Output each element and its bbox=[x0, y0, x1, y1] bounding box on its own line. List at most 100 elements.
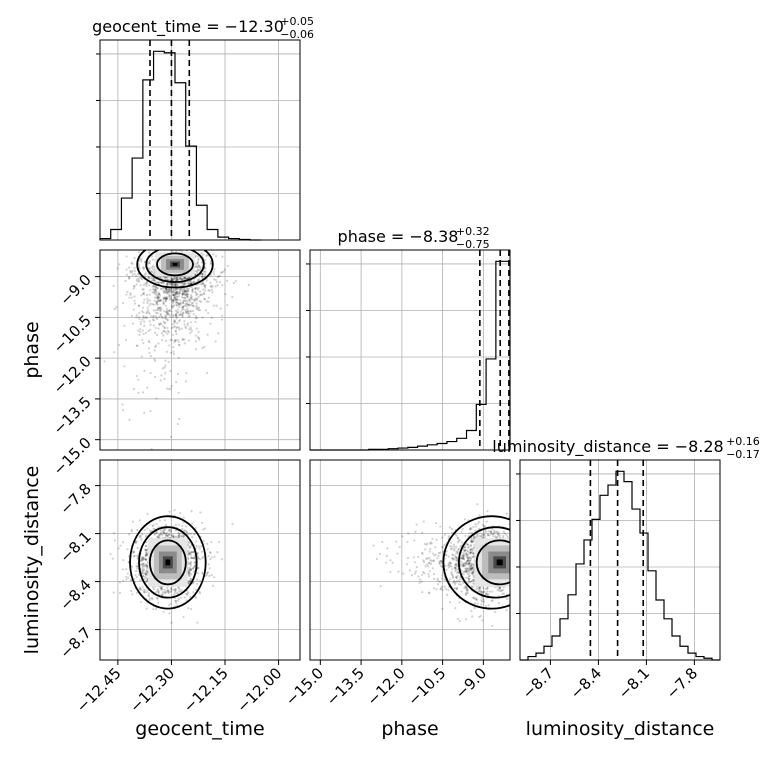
sample-point bbox=[441, 545, 444, 549]
sample-point bbox=[168, 282, 172, 285]
sample-point bbox=[142, 563, 145, 566]
sample-point bbox=[151, 285, 154, 288]
sample-point bbox=[178, 313, 181, 317]
sample-point bbox=[202, 555, 205, 559]
sample-point bbox=[481, 533, 484, 536]
sample-point bbox=[146, 564, 149, 568]
sample-point bbox=[125, 268, 128, 271]
sample-point bbox=[449, 547, 453, 551]
sample-point bbox=[180, 535, 183, 538]
sample-point bbox=[514, 560, 516, 562]
sample-point bbox=[196, 336, 199, 339]
sample-point bbox=[496, 588, 499, 592]
sample-point bbox=[168, 278, 171, 281]
sample-point bbox=[203, 527, 207, 530]
sample-point bbox=[166, 282, 169, 285]
sample-point bbox=[149, 409, 152, 413]
sample-point bbox=[140, 564, 143, 567]
sample-point bbox=[188, 547, 191, 550]
sample-point bbox=[420, 573, 424, 577]
sample-point bbox=[465, 553, 468, 556]
sample-point bbox=[452, 553, 455, 557]
sample-point bbox=[170, 304, 173, 307]
sample-point bbox=[145, 293, 149, 297]
sample-point bbox=[175, 278, 178, 281]
sample-point bbox=[202, 540, 205, 543]
sample-point bbox=[153, 532, 156, 535]
sample-point bbox=[479, 588, 482, 591]
sample-point bbox=[469, 558, 473, 561]
sample-point bbox=[460, 557, 463, 560]
sample-point bbox=[152, 277, 155, 280]
sample-point bbox=[167, 288, 171, 291]
sample-point bbox=[160, 315, 163, 318]
sample-point bbox=[482, 598, 485, 601]
sample-point bbox=[186, 293, 189, 296]
sample-point bbox=[190, 295, 193, 298]
sample-point bbox=[159, 287, 163, 290]
sample-point bbox=[469, 569, 472, 572]
sample-point bbox=[165, 297, 168, 300]
sample-point bbox=[185, 525, 188, 528]
sample-point bbox=[478, 586, 481, 589]
sample-point bbox=[196, 582, 199, 585]
sample-point bbox=[174, 599, 177, 603]
sample-point bbox=[481, 535, 484, 538]
sample-point bbox=[396, 552, 399, 555]
sample-point bbox=[474, 597, 477, 600]
sample-point bbox=[142, 266, 146, 269]
sample-point bbox=[115, 306, 118, 309]
sample-point bbox=[194, 315, 197, 318]
sample-point bbox=[234, 280, 237, 283]
sample-point bbox=[190, 302, 194, 305]
sample-point bbox=[166, 329, 170, 333]
sample-point bbox=[135, 570, 138, 573]
density-cell bbox=[165, 559, 171, 566]
sample-point bbox=[145, 551, 148, 554]
sample-point bbox=[186, 300, 189, 303]
sample-point bbox=[478, 520, 481, 524]
sample-point bbox=[196, 278, 200, 282]
sample-point bbox=[172, 294, 175, 297]
sample-point bbox=[462, 552, 465, 555]
sample-point bbox=[171, 315, 174, 319]
sample-point bbox=[448, 561, 451, 564]
sample-point bbox=[182, 535, 185, 538]
sample-point bbox=[169, 315, 172, 318]
sample-point bbox=[203, 293, 206, 296]
sample-point bbox=[165, 297, 169, 300]
sample-point bbox=[133, 302, 137, 305]
sample-point bbox=[121, 301, 125, 305]
sample-point bbox=[172, 288, 176, 291]
sample-point bbox=[434, 553, 437, 556]
contour-line bbox=[129, 515, 207, 610]
sample-point bbox=[208, 567, 211, 570]
sample-point bbox=[164, 532, 167, 535]
sample-point bbox=[174, 296, 177, 299]
sample-point bbox=[189, 296, 192, 299]
sample-point bbox=[148, 267, 151, 270]
sample-point bbox=[498, 586, 501, 589]
sample-point bbox=[163, 366, 166, 369]
sample-point bbox=[137, 251, 141, 254]
sample-point bbox=[204, 284, 207, 287]
sample-point bbox=[144, 573, 148, 576]
axes-frame bbox=[99, 249, 301, 451]
sample-point bbox=[174, 301, 178, 304]
sample-point bbox=[171, 299, 175, 302]
sample-point bbox=[213, 555, 216, 558]
sample-point bbox=[476, 522, 480, 525]
sample-point bbox=[511, 573, 513, 575]
sample-point bbox=[157, 342, 160, 345]
sample-point bbox=[118, 581, 122, 584]
sample-point bbox=[209, 281, 212, 284]
sample-point bbox=[163, 531, 166, 534]
sample-point bbox=[447, 555, 450, 558]
sample-point bbox=[432, 573, 436, 576]
sample-point bbox=[378, 552, 382, 556]
sample-point bbox=[466, 570, 469, 573]
sample-point bbox=[162, 530, 165, 533]
sample-point bbox=[511, 574, 513, 576]
sample-point bbox=[177, 597, 181, 600]
sample-point bbox=[194, 291, 198, 295]
